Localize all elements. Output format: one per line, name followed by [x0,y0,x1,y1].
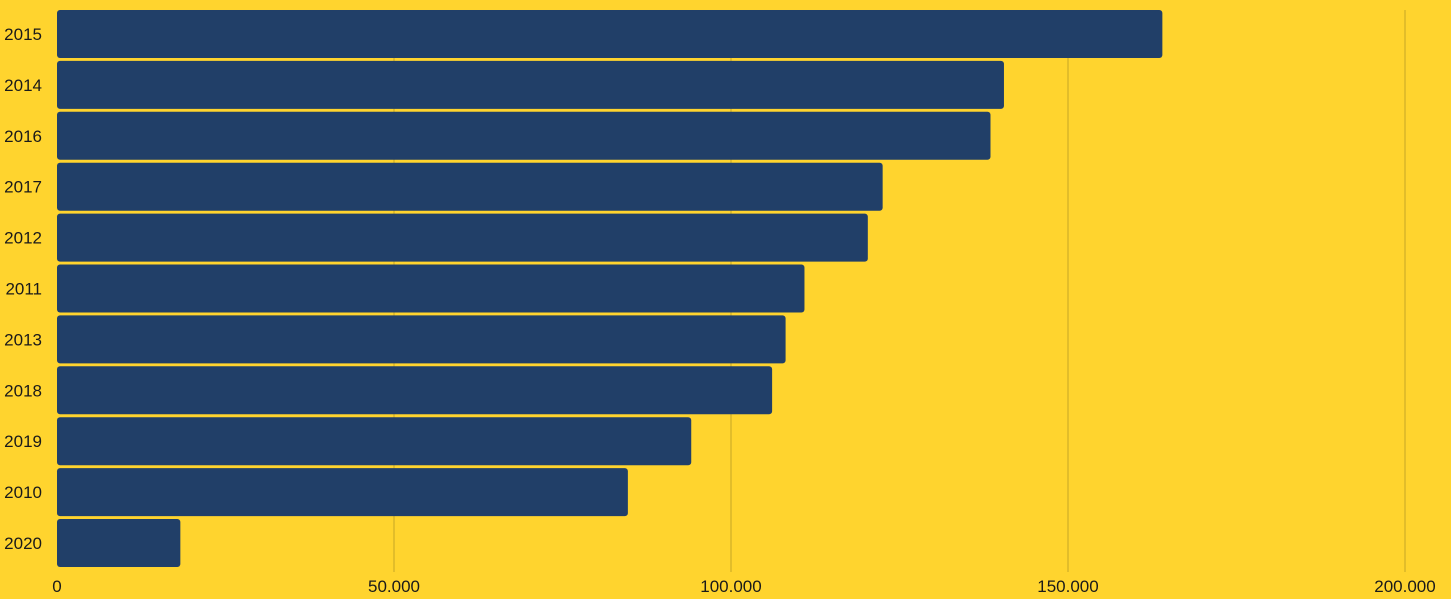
x-tick-label: 0 [52,577,61,596]
category-label: 2013 [4,330,42,349]
category-label: 2010 [4,483,42,502]
x-axis-tick-labels: 0 50.000 100.000 150.000 200.000 [52,577,1435,596]
bar [57,264,805,313]
bar [57,519,181,567]
category-label: 2015 [4,25,42,44]
bar [57,366,773,415]
category-label: 2011 [5,280,42,299]
category-labels: 2015 2014 2016 2017 2012 2011 2013 2018 2019 2010… [4,25,42,553]
category-label: 2019 [4,432,42,451]
category-label: 2018 [4,381,42,400]
bar [57,10,1163,58]
bar [57,468,628,517]
bar [57,111,991,160]
bar [57,417,692,466]
x-tick-label: 50.000 [368,577,420,596]
category-label: 2012 [4,229,42,248]
bar [57,60,1004,109]
x-tick-label: 200.000 [1374,577,1435,596]
bar [57,162,883,211]
x-tick-label: 100.000 [700,577,761,596]
bar [57,213,868,262]
bars [57,10,1163,567]
category-label: 2014 [4,76,42,95]
x-tick-label: 150.000 [1037,577,1098,596]
category-label: 2016 [4,127,42,146]
category-label: 2020 [4,534,42,553]
bar [57,315,786,364]
category-label: 2017 [4,178,42,197]
